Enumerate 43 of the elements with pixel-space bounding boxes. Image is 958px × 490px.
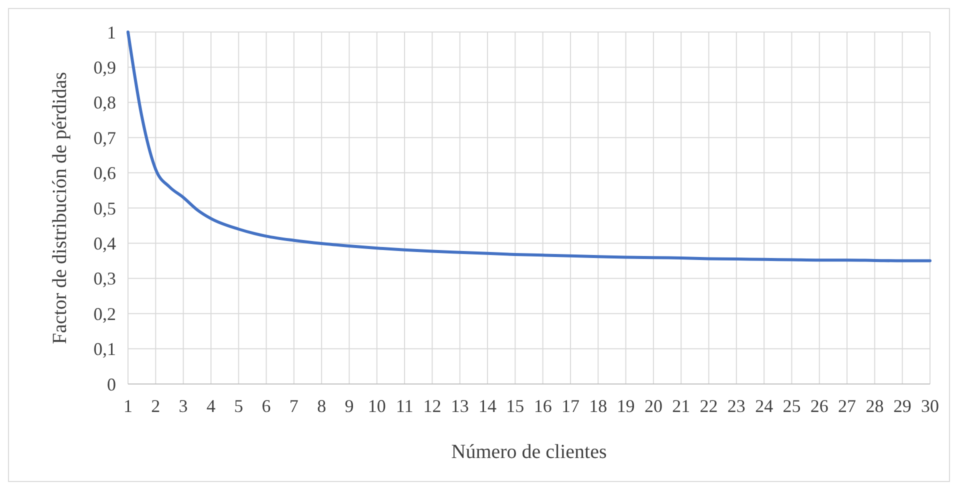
y-axis-title: Factor de distribución de pérdidas (49, 72, 71, 344)
y-tick-label: 0,6 (94, 163, 116, 184)
x-axis-title: Número de clientes (451, 441, 607, 463)
x-tick-label: 5 (234, 396, 244, 416)
x-tick-label: 29 (893, 396, 912, 416)
x-tick-label: 25 (782, 396, 801, 416)
x-tick-label: 19 (616, 396, 635, 416)
x-tick-label: 13 (450, 396, 469, 416)
x-tick-label: 23 (727, 396, 746, 416)
x-tick-label: 24 (755, 396, 774, 416)
x-tick-label: 9 (344, 396, 354, 416)
x-tick-label: 18 (589, 396, 608, 416)
x-tick-label: 10 (368, 396, 386, 416)
x-tick-label: 21 (672, 396, 690, 416)
y-tick-label: 0,1 (94, 339, 116, 360)
x-tick-label: 3 (178, 396, 188, 416)
x-tick-label: 22 (700, 396, 718, 416)
y-tick-label: 0,4 (94, 234, 116, 254)
x-tick-label: 4 (206, 396, 216, 416)
x-tick-label: 8 (317, 396, 326, 416)
y-tick-label: 0,9 (94, 58, 116, 78)
y-tick-label: 1 (107, 22, 116, 42)
x-tick-label: 27 (838, 396, 856, 416)
y-tick-label: 0 (107, 374, 116, 394)
x-tick-label: 7 (289, 396, 298, 416)
x-tick-label: 6 (262, 396, 271, 416)
x-tick-label: 15 (506, 396, 524, 416)
y-tick-label: 0,8 (94, 92, 116, 113)
y-tick-label: 0,3 (94, 268, 116, 289)
y-tick-label: 0,5 (94, 198, 116, 218)
x-tick-label: 30 (921, 396, 939, 416)
x-tick-label: 16 (534, 396, 552, 416)
x-tick-label: 20 (644, 396, 662, 416)
x-tick-label: 2 (151, 396, 160, 416)
x-tick-label: 17 (561, 396, 580, 416)
x-tick-label: 11 (396, 396, 414, 416)
x-tick-label: 12 (423, 396, 442, 416)
x-tick-label: 1 (124, 396, 132, 416)
x-tick-label: 14 (478, 396, 497, 416)
x-tick-label: 28 (866, 396, 884, 416)
x-tick-label: 26 (810, 396, 828, 416)
y-tick-label: 0,2 (94, 304, 116, 324)
y-tick-label: 0,7 (94, 128, 116, 148)
